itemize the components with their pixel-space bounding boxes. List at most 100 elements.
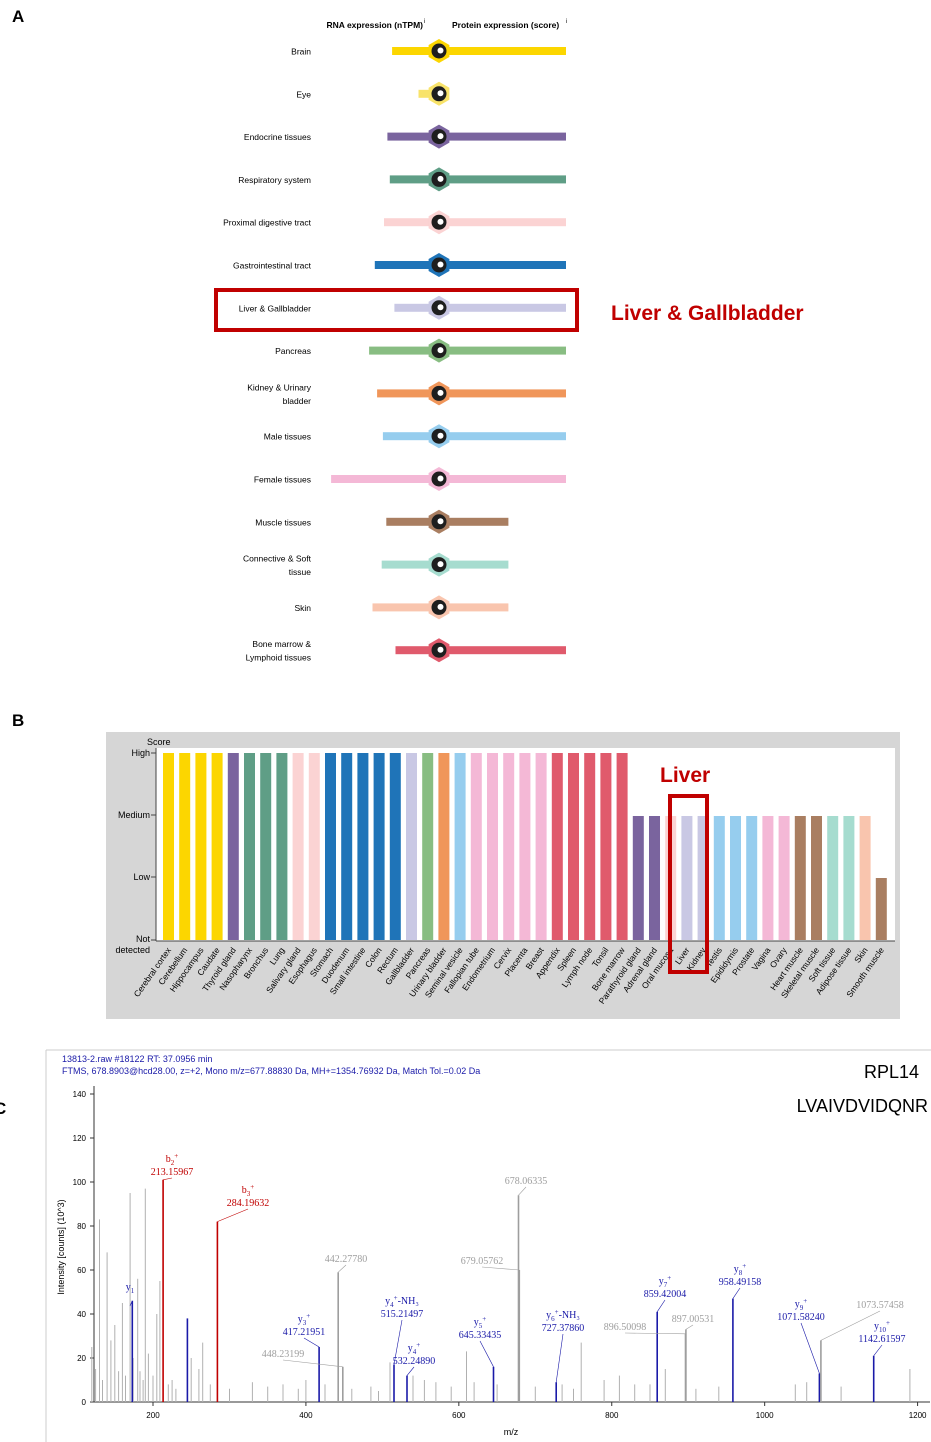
tissue-row-gastrointestinal-tract: Gastrointestinal tract xyxy=(233,253,566,277)
score-bar-breast xyxy=(535,753,547,940)
y-tick-label: 20 xyxy=(77,1354,86,1363)
peak-mz-label: 958.49158 xyxy=(719,1277,762,1288)
protein-name: RPL14 xyxy=(864,1062,919,1082)
label-leader xyxy=(820,1310,881,1341)
tissue-row-pancreas: Pancreas xyxy=(275,338,566,363)
panel-letter-a: A xyxy=(12,7,24,26)
peak-1071.6: y9+1071.58240 xyxy=(777,1297,825,1402)
tissue-label: Gastrointestinal tract xyxy=(233,261,312,271)
tissue-row-endocrine-tissues: Endocrine tissues xyxy=(244,124,566,149)
tissue-label: Liver & Gallbladder xyxy=(239,303,311,313)
score-bar-placenta xyxy=(519,753,531,940)
y-tick-label: 0 xyxy=(82,1398,87,1407)
tissue-label: Proximal digestive tract xyxy=(223,218,312,228)
protein-bar xyxy=(448,346,566,355)
peak-284.2: b3+284.19632 xyxy=(216,1183,270,1402)
y-tick-label: 140 xyxy=(73,1090,87,1099)
peak-678.06: 678.06335 xyxy=(505,1176,548,1402)
tissue-row-proximal-digestive-tract: Proximal digestive tract xyxy=(223,210,566,235)
spectrum-header-line-2: FTMS, 678.8903@hcd28.00, z=+2, Mono m/z=… xyxy=(62,1066,480,1076)
label-leader xyxy=(479,1340,494,1367)
protein-bar xyxy=(448,646,566,655)
tissue-row-muscle-tissues: Muscle tissues xyxy=(255,509,509,534)
peak-mz-label: 448.23199 xyxy=(262,1349,305,1360)
score-bar-colon xyxy=(373,753,385,940)
score-bar-ovary xyxy=(778,816,790,940)
peak-mz-label: 213.15967 xyxy=(151,1167,194,1178)
organ-icon-glyph xyxy=(437,561,444,568)
organ-icon-glyph xyxy=(437,175,444,182)
label-leader xyxy=(624,1332,686,1335)
score-bar-skeletal-muscle xyxy=(811,816,822,940)
peak-173: y1 xyxy=(126,1282,135,1402)
protein-bar xyxy=(448,47,566,55)
background-peaks xyxy=(91,1188,911,1402)
score-bar-nasopharynx xyxy=(244,753,255,940)
peak-213.16: b2+213.15967 xyxy=(151,1152,194,1402)
ion-label: y10+ xyxy=(874,1319,890,1334)
ion-label: y4+ xyxy=(408,1341,421,1356)
protein-bar xyxy=(448,303,566,312)
score-bar-bone-marrow xyxy=(616,753,628,940)
label-leader xyxy=(337,1264,347,1273)
ion-label: y1 xyxy=(126,1282,135,1295)
peak-mz-label: 284.19632 xyxy=(227,1198,270,1209)
tissue-row-male-tissues: Male tissues xyxy=(264,424,566,449)
score-bar-cerebral-cortex xyxy=(163,753,174,940)
label-leader xyxy=(555,1333,564,1383)
label-leader xyxy=(685,1324,694,1330)
tissue-row-eye: Eye xyxy=(296,81,450,106)
label-leader xyxy=(303,1337,320,1348)
tissue-label: Pancreas xyxy=(275,346,311,356)
ion-label: y6+-NH₃ xyxy=(546,1308,580,1323)
peak-mz-label: 442.27780 xyxy=(325,1254,368,1265)
score-bar-esophagus xyxy=(308,753,320,940)
peak-448.23: 448.23199 xyxy=(262,1349,344,1402)
peak-1142.6: y10+1142.61597 xyxy=(858,1319,906,1402)
tissue-expression-panel: RNA expression (nTPM) i Protein expressi… xyxy=(214,19,804,663)
protein-bar xyxy=(448,475,566,483)
score-bar-gallbladder xyxy=(406,753,417,940)
organ-icon-glyph xyxy=(437,133,444,140)
x-tick-label: 800 xyxy=(605,1411,619,1420)
peak-mz-label: 896.50098 xyxy=(604,1322,647,1333)
score-bar-salivary-gland xyxy=(292,753,304,940)
x-tick-label: 400 xyxy=(299,1411,313,1420)
tissue-label: Skin xyxy=(294,603,311,613)
rna-bar xyxy=(389,175,431,184)
protein-header: Protein expression (score) xyxy=(452,20,559,30)
peak-442.28: 442.27780 xyxy=(325,1254,368,1402)
rna-bar xyxy=(377,389,430,398)
protein-bar xyxy=(448,261,566,269)
tissue-label: Bone marrow & xyxy=(252,639,311,649)
y-tick-label: Not xyxy=(136,934,151,944)
score-bar-lung xyxy=(276,753,288,940)
organ-icon-glyph xyxy=(437,389,444,396)
peak-645.3: y5+645.33435 xyxy=(459,1315,501,1402)
rna-bar xyxy=(386,517,430,526)
y-tick-label: Medium xyxy=(118,810,150,820)
rna-bar xyxy=(372,603,430,612)
tissue-label: Endocrine tissues xyxy=(244,132,311,142)
highlight-label-liver: Liver xyxy=(660,764,710,787)
protein-bar xyxy=(448,517,509,526)
score-bar-liver xyxy=(681,816,693,940)
tissue-row-respiratory-system: Respiratory system xyxy=(238,167,566,192)
tissue-label: Eye xyxy=(296,89,311,99)
x-axis-title: m/z xyxy=(504,1427,519,1437)
ion-label: y4+-NH₃ xyxy=(385,1294,419,1309)
peak-896.5: 896.50098 xyxy=(604,1322,687,1402)
score-bar-tonsil xyxy=(600,753,612,940)
score-bar-kidney xyxy=(697,816,709,940)
peak-mz-label: 859.42004 xyxy=(644,1289,687,1300)
peak-mz-label: 678.06335 xyxy=(505,1176,548,1187)
score-bar-appendix xyxy=(551,753,563,940)
ion-label: b3+ xyxy=(242,1183,255,1198)
x-tick-label: 1000 xyxy=(756,1411,774,1420)
score-bars xyxy=(163,753,887,940)
tissue-label: Kidney & Urinary xyxy=(247,382,312,392)
score-axis-title: Score xyxy=(147,737,171,747)
tissue-label: Muscle tissues xyxy=(255,517,311,527)
